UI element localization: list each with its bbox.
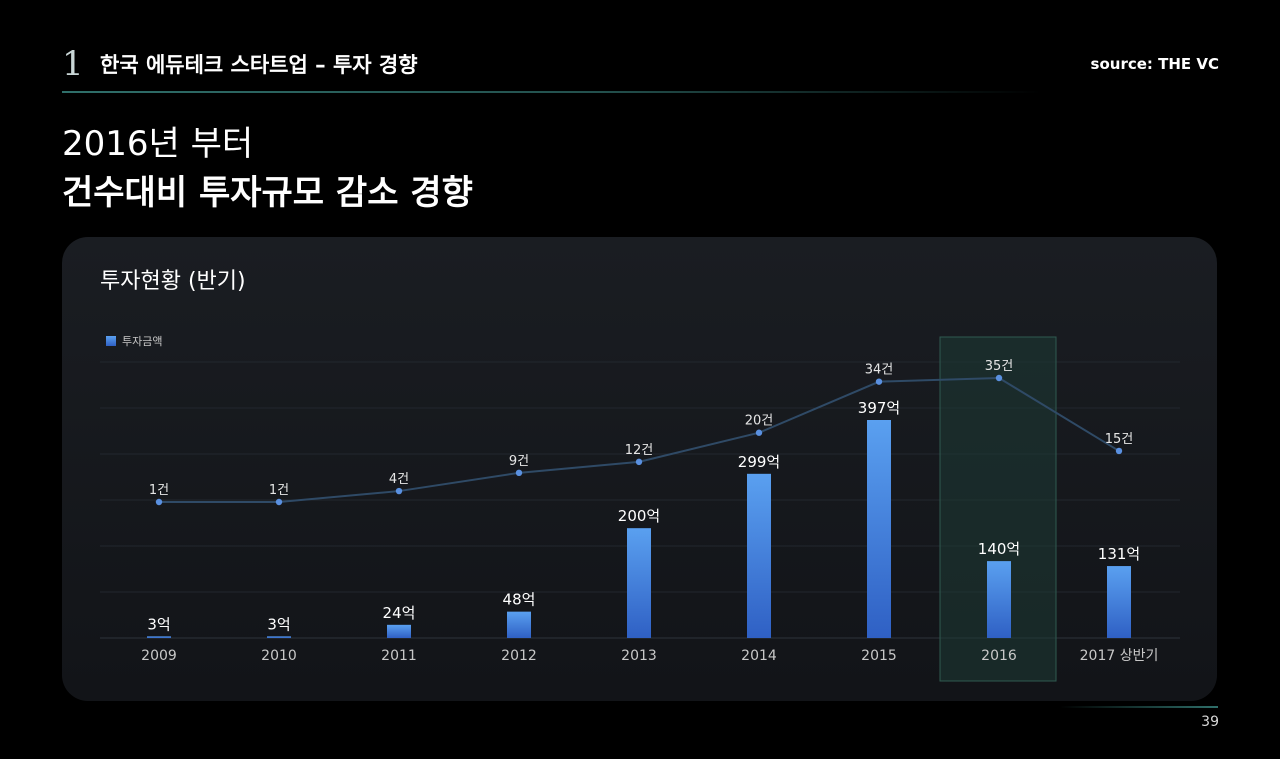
count-point-2015 xyxy=(875,378,883,385)
x-tick-2012: 2012 xyxy=(501,648,537,664)
section-number: 1 xyxy=(62,44,84,84)
legend-label: 투자금액 xyxy=(122,335,162,348)
count-point-2016 xyxy=(995,374,1003,382)
x-tick-2011: 2011 xyxy=(381,648,417,664)
bar-2011 xyxy=(387,624,411,638)
bar-label-2014: 299억 xyxy=(738,453,780,471)
x-tick-2017 상반기: 2017 상반기 xyxy=(1080,648,1159,664)
x-tick-2016: 2016 xyxy=(981,648,1017,664)
count-point-2011 xyxy=(395,487,403,495)
bar-label-2010: 3억 xyxy=(267,615,290,633)
header-divider xyxy=(62,91,1042,93)
count-point-2013 xyxy=(635,458,643,466)
x-tick-2010: 2010 xyxy=(261,648,297,664)
x-tick-2013: 2013 xyxy=(621,648,657,664)
count-point-2009 xyxy=(155,498,163,506)
bar-2009 xyxy=(147,636,171,638)
bar-2015 xyxy=(867,420,891,638)
count-point-2014 xyxy=(755,429,763,436)
bar-label-2016: 140억 xyxy=(978,540,1020,558)
count-label-2016: 35건 xyxy=(985,359,1014,374)
count-point-2010 xyxy=(275,498,283,506)
bar-2010 xyxy=(267,636,291,638)
count-label-2012: 9건 xyxy=(509,454,529,469)
x-tick-2009: 2009 xyxy=(141,648,177,664)
bar-label-2011: 24억 xyxy=(383,604,416,622)
count-label-2013: 12건 xyxy=(625,443,654,458)
bar-label-2009: 3억 xyxy=(147,615,170,633)
section-title: 한국 에듀테크 스타트업 – 투자 경향 xyxy=(100,53,418,77)
count-label-2015: 34건 xyxy=(865,363,894,378)
bar-label-2017 상반기: 131억 xyxy=(1098,545,1140,563)
bar-label-2013: 200억 xyxy=(618,507,660,525)
headline-line-2: 건수대비 투자규모 감소 경향 xyxy=(62,173,473,213)
count-label-2011: 4건 xyxy=(389,472,409,487)
bar-2014 xyxy=(747,473,771,638)
bar-2012 xyxy=(507,611,531,638)
x-tick-2015: 2015 xyxy=(861,648,897,664)
bar-2017 상반기 xyxy=(1107,566,1131,638)
bar-2013 xyxy=(627,528,651,638)
bar-2016 xyxy=(987,561,1011,638)
source-label: source: THE VC xyxy=(1090,55,1219,73)
count-point-2017 상반기 xyxy=(1115,447,1123,455)
headline-line-1: 2016년 부터 xyxy=(62,124,254,164)
count-point-2012 xyxy=(515,469,523,477)
page-number: 39 xyxy=(1201,714,1219,730)
count-label-2017 상반기: 15건 xyxy=(1105,432,1134,447)
count-label-2014: 20건 xyxy=(745,414,774,429)
chart-title: 투자현황 (반기) xyxy=(100,269,246,294)
footer-divider xyxy=(1060,706,1218,708)
bar-label-2015: 397억 xyxy=(858,399,900,417)
x-tick-2014: 2014 xyxy=(741,648,777,664)
legend-swatch xyxy=(106,336,116,346)
count-label-2009: 1건 xyxy=(149,483,169,498)
count-label-2010: 1건 xyxy=(269,483,289,498)
bar-label-2012: 48억 xyxy=(503,591,536,609)
